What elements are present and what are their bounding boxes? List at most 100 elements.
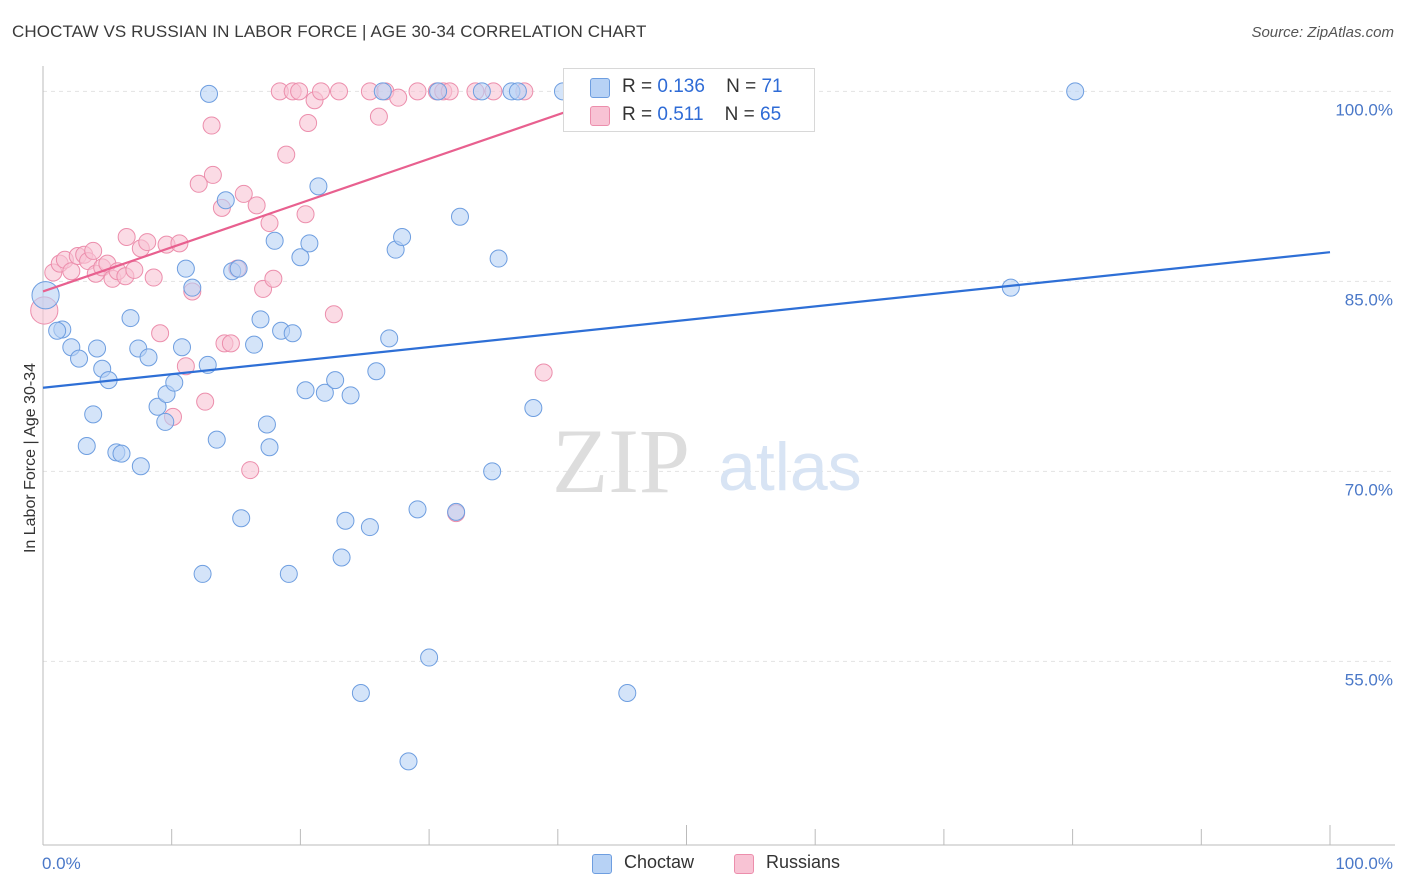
axes-layer xyxy=(42,66,1395,846)
russians-point xyxy=(176,357,195,376)
choctaw-point xyxy=(450,207,469,226)
russians-point xyxy=(389,88,408,107)
choctaw-point xyxy=(332,548,351,567)
choctaw-point xyxy=(447,502,466,521)
russians-r-value: 0.511 xyxy=(657,104,704,125)
y-tick-label: 55.0% xyxy=(1345,670,1393,689)
legend-row-russians: R = 0.511 N = 65 xyxy=(564,101,814,129)
choctaw-point xyxy=(1066,82,1085,101)
tick-layer: 55.0% 70.0% 85.0% 100.0% 0.0% 100.0% xyxy=(42,100,1393,873)
choctaw-point xyxy=(156,412,175,431)
choctaw-point xyxy=(351,684,370,702)
grid-layer xyxy=(43,90,1395,662)
choctaw-trend-line xyxy=(42,251,1331,389)
russians-point xyxy=(138,233,157,252)
choctaw-point xyxy=(420,648,439,667)
choctaw-point xyxy=(77,437,96,455)
choctaw-point xyxy=(399,752,418,771)
russians-point xyxy=(62,262,81,281)
russians-point xyxy=(330,82,349,101)
trend-lines xyxy=(42,82,1331,389)
choctaw-point xyxy=(373,82,392,101)
choctaw-point xyxy=(360,518,379,537)
choctaw-point xyxy=(472,82,491,101)
russians-n-value: 65 xyxy=(760,104,782,125)
series-choctaw-points xyxy=(31,82,1085,771)
choctaw-legend-label: Choctaw xyxy=(624,852,695,872)
chart-title: CHOCTAW VS RUSSIAN IN LABOR FORCE | AGE … xyxy=(12,22,647,41)
russians-point xyxy=(369,107,388,126)
choctaw-point xyxy=(121,309,140,328)
choctaw-point xyxy=(165,373,184,392)
stats-legend: R = 0.136 N = 71 R = 0.511 N = 65 xyxy=(563,68,815,132)
choctaw-point xyxy=(341,386,360,405)
russians-legend-swatch xyxy=(734,854,754,874)
choctaw-point xyxy=(245,335,264,354)
russians-point xyxy=(84,241,103,260)
r-label: R = xyxy=(622,104,653,125)
choctaw-point xyxy=(251,310,270,329)
choctaw-point xyxy=(1001,278,1020,297)
choctaw-point xyxy=(315,383,334,402)
choctaw-swatch xyxy=(590,78,610,98)
russians-point xyxy=(117,228,136,246)
legend-row-choctaw: R = 0.136 N = 71 xyxy=(564,73,814,101)
russians-point xyxy=(277,145,296,164)
russians-point xyxy=(260,214,279,233)
choctaw-legend-swatch xyxy=(592,854,612,874)
choctaw-point xyxy=(84,405,103,424)
russians-point xyxy=(311,82,330,101)
russians-point xyxy=(324,305,343,324)
russians-point xyxy=(534,363,553,382)
y-tick-label: 100.0% xyxy=(1335,100,1393,119)
choctaw-point xyxy=(131,457,150,476)
choctaw-point xyxy=(326,371,345,390)
russians-legend-label: Russians xyxy=(766,852,841,872)
choctaw-point xyxy=(232,509,251,528)
choctaw-point xyxy=(367,362,386,381)
choctaw-point xyxy=(183,278,202,297)
n-label: N = xyxy=(724,104,755,125)
choctaw-point xyxy=(429,82,448,101)
russians-point xyxy=(241,461,260,480)
russians-point xyxy=(203,165,222,184)
russians-trend-line xyxy=(42,82,649,293)
x-tick-label-min: 0.0% xyxy=(42,854,81,873)
russians-point xyxy=(264,269,283,288)
choctaw-point xyxy=(216,191,235,210)
russians-point xyxy=(125,260,144,279)
choctaw-point xyxy=(279,564,298,583)
x-tick-label-max: 100.0% xyxy=(1335,854,1393,873)
choctaw-r-value: 0.136 xyxy=(657,76,705,97)
russians-point xyxy=(290,82,309,101)
choctaw-point xyxy=(283,324,302,343)
y-axis-label: In Labor Force | Age 30-34 xyxy=(22,363,39,553)
choctaw-point xyxy=(393,228,412,246)
n-label: N = xyxy=(726,76,757,97)
choctaw-point xyxy=(207,430,226,449)
russians-point xyxy=(299,114,318,132)
russians-point xyxy=(151,324,170,343)
russians-point xyxy=(221,334,240,353)
choctaw-point xyxy=(148,397,167,416)
choctaw-point xyxy=(618,684,637,702)
russians-point xyxy=(196,392,215,411)
choctaw-point xyxy=(200,84,219,103)
choctaw-n-value: 71 xyxy=(761,76,783,97)
watermark-atlas: atlas xyxy=(718,429,862,505)
choctaw-point xyxy=(309,177,328,196)
choctaw-point xyxy=(260,438,279,457)
choctaw-point xyxy=(48,321,67,340)
russians-point xyxy=(247,196,266,215)
russians-point xyxy=(296,205,315,224)
russians-swatch xyxy=(590,106,610,126)
russians-point xyxy=(202,116,221,135)
choctaw-point xyxy=(296,381,315,400)
russians-point xyxy=(170,234,189,253)
russians-point xyxy=(234,184,253,203)
source-label: Source: ZipAtlas.com xyxy=(1251,24,1394,41)
choctaw-point xyxy=(88,339,107,358)
r-label: R = xyxy=(622,76,653,97)
choctaw-point xyxy=(229,259,248,278)
choctaw-point xyxy=(483,462,502,481)
